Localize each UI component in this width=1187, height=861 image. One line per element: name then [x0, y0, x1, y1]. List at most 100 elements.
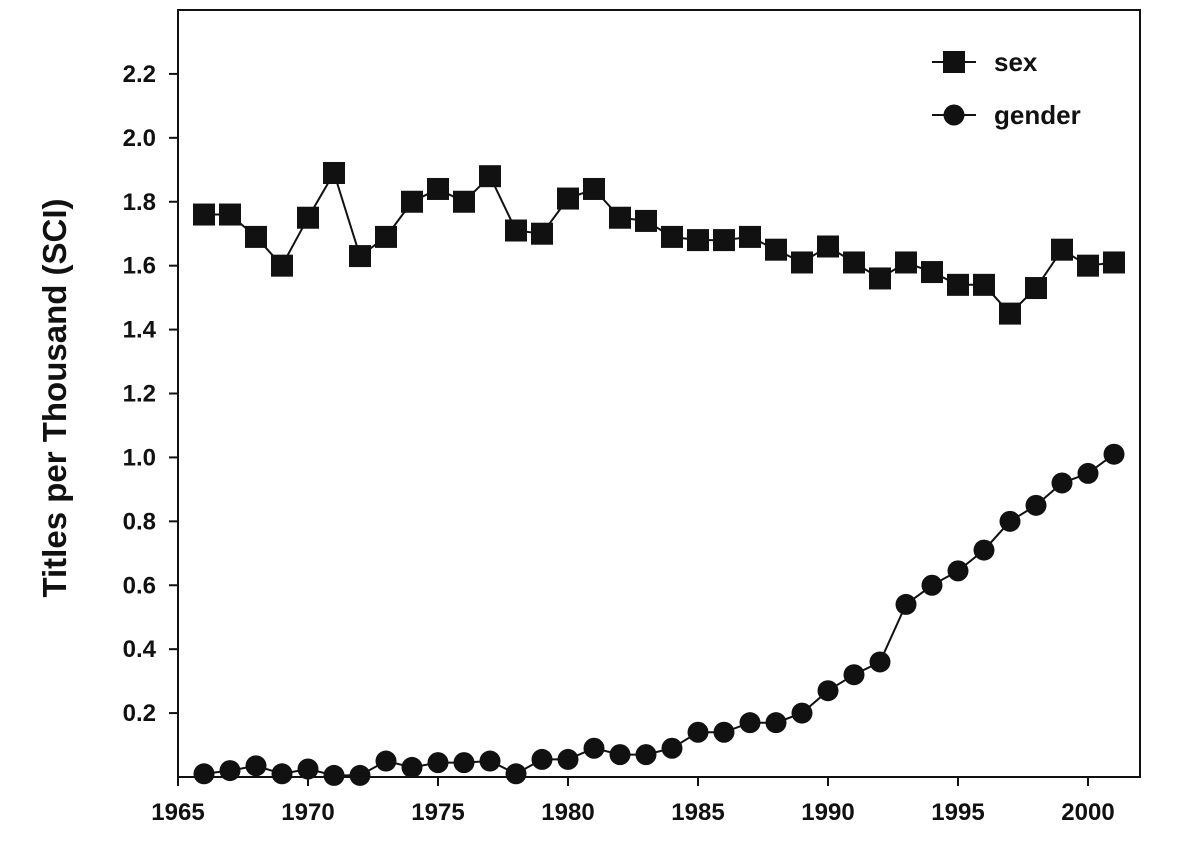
data-point-gender — [297, 758, 319, 780]
x-tick-label: 1965 — [151, 799, 204, 826]
legend-item-sex: sex — [932, 47, 1038, 77]
series-gender — [193, 443, 1125, 786]
data-point-sex — [193, 203, 215, 226]
data-point-sex — [1025, 277, 1047, 300]
data-point-sex — [973, 273, 995, 296]
data-point-sex — [583, 177, 605, 200]
data-point-gender — [401, 756, 423, 778]
data-point-gender — [1077, 462, 1099, 484]
data-point-gender — [453, 752, 475, 774]
data-point-gender — [713, 721, 735, 743]
data-point-sex — [687, 229, 709, 252]
legend-label-sex: sex — [994, 47, 1038, 77]
data-point-sex — [895, 251, 917, 274]
data-point-gender — [531, 748, 553, 770]
legend: sex gender — [932, 47, 1081, 130]
data-point-gender — [375, 750, 397, 772]
data-point-gender — [947, 560, 969, 582]
data-point-gender — [245, 755, 267, 777]
data-point-sex — [349, 245, 371, 268]
axes: 1965 1970 1975 1980 1985 1990 1995 2000 0.2 0.4 0.… — [123, 61, 1115, 826]
data-point-gender — [609, 744, 631, 766]
data-point-sex — [921, 261, 943, 284]
y-tick-label: 0.2 — [123, 700, 156, 727]
x-tick-label: 1995 — [931, 799, 984, 826]
data-point-sex — [609, 206, 631, 229]
x-tick-label: 1990 — [801, 799, 854, 826]
data-point-sex — [375, 225, 397, 248]
data-point-gender — [973, 539, 995, 561]
data-point-sex — [1077, 254, 1099, 277]
data-point-gender — [687, 721, 709, 743]
data-point-sex — [1103, 251, 1125, 274]
y-tick-label: 0.6 — [123, 572, 156, 599]
y-tick-label: 1.4 — [123, 317, 157, 344]
y-axis-title: Titles per Thousand (SCI) — [36, 198, 73, 597]
data-point-gender — [505, 763, 527, 785]
data-point-gender — [193, 763, 215, 785]
series-sex — [193, 161, 1125, 325]
legend-marker-gender — [943, 104, 965, 126]
data-point-gender — [271, 763, 293, 785]
x-tick-label: 1970 — [281, 799, 334, 826]
data-point-sex — [999, 302, 1021, 325]
data-point-gender — [583, 737, 605, 759]
data-point-gender — [739, 712, 761, 734]
y-tick-label: 0.4 — [123, 636, 157, 663]
x-tick-label: 1975 — [411, 799, 464, 826]
data-point-sex — [531, 222, 553, 245]
y-tick-label: 1.8 — [123, 189, 156, 216]
data-point-sex — [1051, 238, 1073, 261]
y-tick-label: 2.0 — [123, 125, 156, 152]
data-point-gender — [1103, 443, 1125, 465]
data-point-gender — [869, 651, 891, 673]
data-point-gender — [895, 593, 917, 615]
data-point-sex — [401, 190, 423, 213]
data-point-sex — [219, 203, 241, 226]
data-point-gender — [219, 760, 241, 782]
data-point-sex — [817, 235, 839, 258]
y-tick-label: 1.2 — [123, 381, 156, 408]
data-point-sex — [245, 225, 267, 248]
legend-label-gender: gender — [994, 100, 1081, 130]
legend-marker-sex — [943, 51, 965, 73]
data-point-gender — [323, 764, 345, 786]
data-point-gender — [1051, 472, 1073, 494]
data-point-gender — [1025, 494, 1047, 516]
data-point-gender — [635, 744, 657, 766]
data-point-gender — [661, 737, 683, 759]
data-point-gender — [349, 764, 371, 786]
data-point-sex — [791, 251, 813, 274]
series-layer — [193, 161, 1125, 786]
data-point-gender — [479, 750, 501, 772]
x-tick-label: 1980 — [541, 799, 594, 826]
data-point-sex — [661, 225, 683, 248]
y-tick-label: 2.2 — [123, 61, 156, 88]
data-point-sex — [843, 251, 865, 274]
data-point-sex — [453, 190, 475, 213]
data-point-gender — [557, 748, 579, 770]
data-point-sex — [479, 165, 501, 188]
y-tick-label: 1.6 — [123, 253, 156, 280]
data-point-sex — [635, 209, 657, 232]
legend-item-gender: gender — [932, 100, 1081, 130]
data-point-gender — [999, 510, 1021, 532]
data-point-sex — [557, 187, 579, 210]
data-point-sex — [505, 219, 527, 242]
y-tick-label: 1.0 — [123, 444, 156, 471]
data-point-gender — [791, 702, 813, 724]
data-point-sex — [271, 254, 293, 277]
data-point-sex — [947, 273, 969, 296]
data-point-sex — [713, 229, 735, 252]
data-point-sex — [323, 161, 345, 184]
data-point-gender — [765, 712, 787, 734]
data-point-sex — [427, 177, 449, 200]
data-point-sex — [765, 238, 787, 261]
x-tick-label: 2000 — [1061, 799, 1114, 826]
data-point-sex — [869, 267, 891, 290]
data-point-gender — [427, 752, 449, 774]
data-point-sex — [739, 225, 761, 248]
series-line-gender — [203, 453, 1115, 777]
x-tick-label: 1985 — [671, 799, 724, 826]
